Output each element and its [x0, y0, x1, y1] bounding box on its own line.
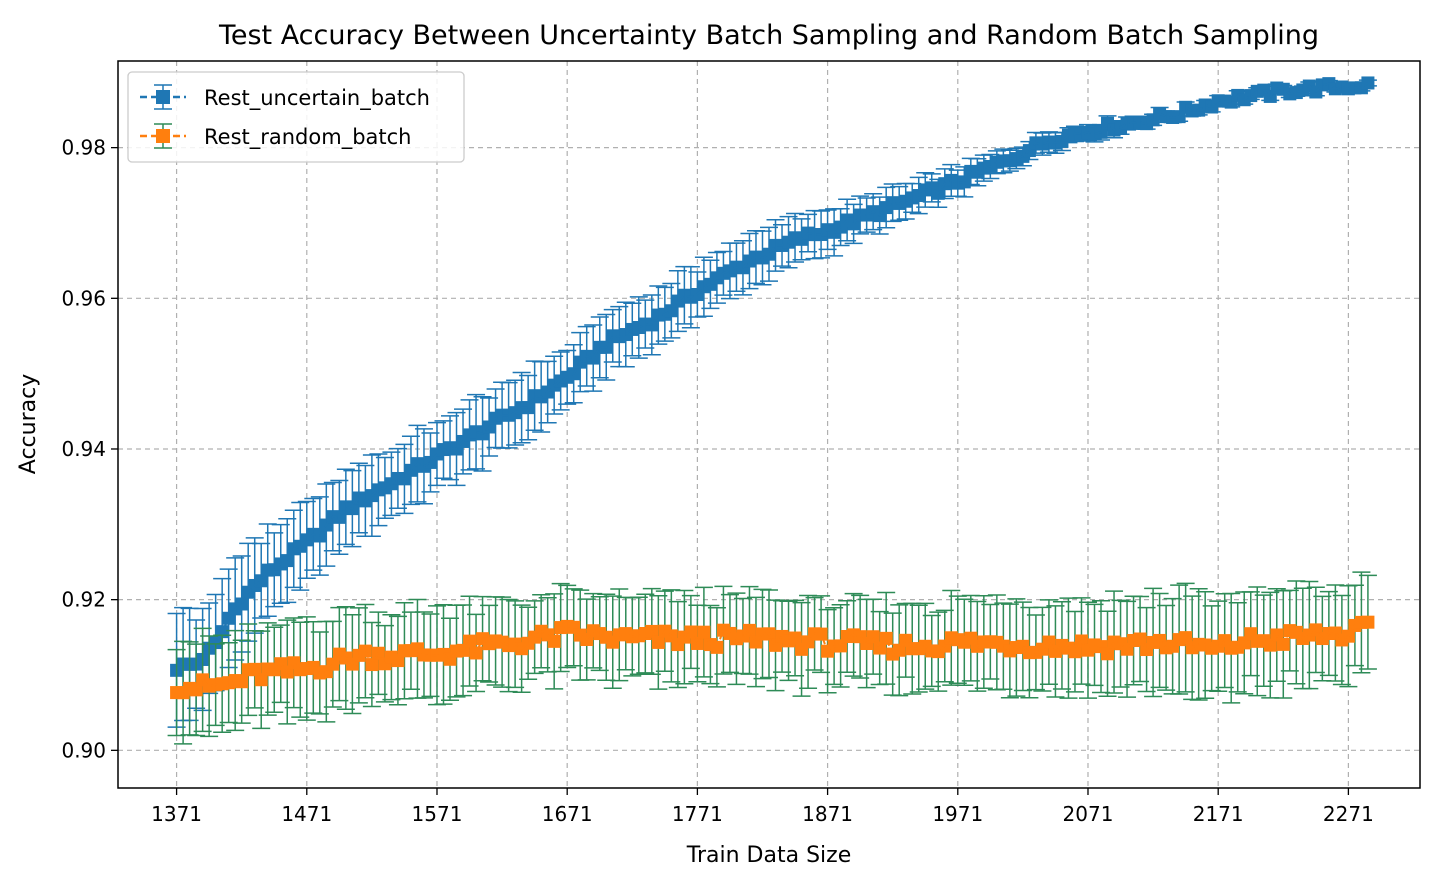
data-point: [254, 673, 268, 687]
y-tick-label: 0.92: [61, 588, 106, 612]
data-point: [280, 554, 294, 568]
y-tick-label: 0.94: [61, 437, 106, 461]
data-point: [1361, 76, 1375, 90]
legend-box: [127, 71, 465, 163]
x-tick-label: 1771: [672, 802, 723, 826]
y-axis: 0.90 0.92 0.94 0.96 0.98: [61, 136, 118, 762]
legend-label: Rest_random_batch: [204, 125, 411, 150]
data-point: [879, 631, 893, 645]
series-line: [175, 82, 1369, 672]
data-point: [332, 510, 346, 524]
data-point: [358, 644, 372, 658]
grid-lines: [118, 61, 1420, 788]
x-tick-label: 1671: [542, 802, 593, 826]
series-layer: [167, 76, 1377, 745]
legend-marker: [156, 129, 170, 143]
data-point: [521, 401, 535, 415]
data-point: [248, 662, 262, 676]
series-Rest_uncertain_batch: [167, 76, 1377, 728]
series-Rest_random_batch: [167, 571, 1377, 745]
x-tick-label: 1871: [802, 802, 853, 826]
chart-title: Test Accuracy Between Uncertainty Batch …: [218, 20, 1319, 51]
x-axis-label: Train Data Size: [686, 843, 851, 868]
legend-item: Rest_uncertain_batch: [140, 84, 430, 111]
legend: Rest_uncertain_batch Rest_random_batch: [127, 71, 465, 163]
x-tick-label: 2071: [1063, 802, 1114, 826]
x-tick-label: 1471: [281, 802, 332, 826]
x-tick-label: 1971: [932, 802, 983, 826]
y-tick-label: 0.96: [61, 286, 106, 310]
legend-marker: [156, 90, 170, 104]
data-point: [1361, 615, 1375, 629]
data-point: [235, 675, 249, 689]
x-tick-label: 2171: [1193, 802, 1244, 826]
legend-label: Rest_uncertain_batch: [204, 86, 430, 111]
data-point: [814, 627, 828, 641]
data-point: [1133, 632, 1147, 646]
series-line: [176, 621, 1368, 694]
markers: [170, 615, 1375, 700]
y-tick-label: 0.98: [61, 136, 106, 160]
markers: [170, 76, 1375, 677]
x-tick-label: 1571: [412, 802, 463, 826]
data-point: [586, 351, 600, 365]
x-axis: 1371 1471 1571 1671 1771 1871 1971 2071 2171 2271: [151, 788, 1374, 826]
y-axis-label: Accuracy: [16, 374, 41, 474]
x-tick-label: 2271: [1323, 802, 1374, 826]
legend-item: Rest_random_batch: [140, 123, 411, 150]
plot-frame: [117, 60, 1421, 789]
x-tick-label: 1371: [151, 802, 202, 826]
y-tick-label: 0.90: [61, 738, 106, 762]
